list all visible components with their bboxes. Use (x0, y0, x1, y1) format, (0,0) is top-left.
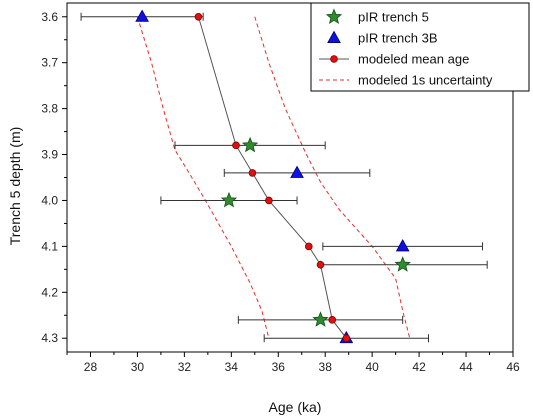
y-tick-label-7: 4.3 (41, 331, 58, 345)
mean-point-2 (248, 169, 257, 177)
uncertainty-line-1 (254, 16, 411, 339)
x-tick-label-8: 44 (459, 360, 473, 374)
star-point-3 (312, 311, 329, 327)
mean-point-0 (194, 12, 203, 21)
legend-box (310, 2, 530, 92)
x-tick-label-1: 30 (131, 360, 145, 374)
y-tick-label-4: 4.0 (41, 193, 58, 207)
legend: pIR trench 5 pIR trench 3B modeled mean ag… (310, 2, 530, 92)
y-tick-label-2: 3.8 (41, 102, 58, 116)
mean-point-6 (328, 316, 337, 324)
triangle-point-2 (395, 239, 410, 252)
y-tick-label-5: 4.1 (41, 239, 58, 253)
x-tick-label-0: 28 (84, 360, 98, 374)
legend-star-icon (325, 8, 343, 24)
triangle-point-0 (135, 9, 149, 22)
legend-label-1: pIR trench 3B (358, 31, 438, 46)
mean-point-4 (304, 242, 313, 251)
legend-label-0: pIR trench 5 (358, 10, 429, 25)
plot-area (80, 9, 488, 344)
y-tick-label-1: 3.7 (41, 56, 58, 70)
mean-point-5 (316, 260, 325, 269)
y-tick-label-6: 4.2 (41, 285, 58, 299)
legend-label-2: modeled mean age (358, 52, 469, 67)
y-tick-label-0: 3.6 (41, 10, 58, 24)
x-tick-label-6: 40 (365, 360, 379, 374)
x-tick-label-9: 46 (506, 360, 520, 374)
x-tick-label-5: 38 (319, 360, 333, 374)
star-point-1 (220, 191, 238, 208)
mean-point-7 (342, 334, 351, 343)
x-axis-title: Age (ka) (269, 399, 322, 415)
legend-label-3: modeled 1s uncertainty (358, 73, 493, 88)
legend-triangle-icon (327, 30, 341, 43)
x-tick-label-4: 36 (272, 360, 286, 374)
uncertainty-line-0 (136, 16, 270, 339)
mean-point-1 (232, 141, 240, 150)
star-point-2 (394, 256, 411, 272)
x-tick-label-3: 34 (225, 360, 239, 374)
mean-point-3 (265, 196, 273, 205)
x-tick-label-7: 42 (412, 360, 426, 374)
modeled-mean-line (197, 16, 347, 339)
y-axis-title: Trench 5 depth (m) (7, 127, 23, 246)
legend-circle-icon (330, 55, 338, 63)
x-tick-label-2: 32 (178, 360, 192, 374)
y-tick-label-3: 3.9 (41, 148, 58, 162)
triangle-point-1 (290, 165, 304, 178)
star-point-0 (241, 136, 259, 153)
axes: 28 30 32 34 36 38 40 42 44 46 3.6 3.7 3.8 3.9 4.0 4.1 4.… (41, 2, 520, 374)
